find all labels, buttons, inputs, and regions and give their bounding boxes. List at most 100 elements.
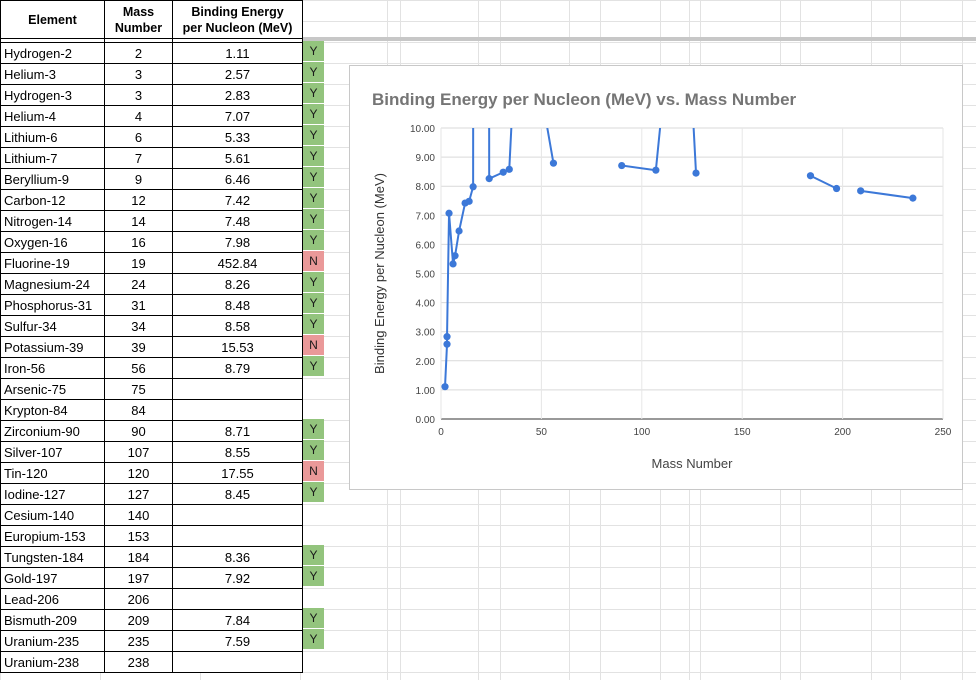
flag-yes-cell[interactable]: Y <box>303 209 324 229</box>
element-cell[interactable]: Phosphorus-31 <box>0 294 105 316</box>
flag-yes-cell[interactable]: Y <box>303 440 324 460</box>
element-cell[interactable]: Hydrogen-3 <box>0 84 105 106</box>
element-cell[interactable]: Helium-4 <box>0 105 105 127</box>
flag-yes-cell[interactable]: Y <box>303 629 324 649</box>
binding-energy-cell[interactable]: 7.92 <box>172 567 303 589</box>
chart[interactable]: Binding Energy per Nucleon (MeV) vs. Mas… <box>349 65 963 490</box>
flag-yes-cell[interactable]: Y <box>303 293 324 313</box>
mass-cell[interactable]: 16 <box>104 231 173 253</box>
element-cell[interactable]: Iron-56 <box>0 357 105 379</box>
mass-cell[interactable]: 14 <box>104 210 173 232</box>
mass-cell[interactable]: 2 <box>104 42 173 64</box>
element-cell[interactable]: Oxygen-16 <box>0 231 105 253</box>
element-cell[interactable]: Arsenic-75 <box>0 378 105 400</box>
binding-energy-cell[interactable]: 2.83 <box>172 84 303 106</box>
flag-yes-cell[interactable]: Y <box>303 146 324 166</box>
element-cell[interactable]: Potassium-39 <box>0 336 105 358</box>
binding-energy-cell[interactable]: 8.55 <box>172 441 303 463</box>
mass-cell[interactable]: 34 <box>104 315 173 337</box>
mass-cell[interactable]: 90 <box>104 420 173 442</box>
mass-cell[interactable]: 7 <box>104 147 173 169</box>
flag-yes-cell[interactable]: Y <box>303 545 324 565</box>
mass-cell[interactable]: 184 <box>104 546 173 568</box>
element-cell[interactable]: Beryllium-9 <box>0 168 105 190</box>
mass-cell[interactable]: 206 <box>104 588 173 610</box>
mass-cell[interactable]: 6 <box>104 126 173 148</box>
mass-cell[interactable]: 120 <box>104 462 173 484</box>
flag-yes-cell[interactable]: Y <box>303 419 324 439</box>
flag-yes-cell[interactable]: Y <box>303 125 324 145</box>
element-cell[interactable]: Tungsten-184 <box>0 546 105 568</box>
frozen-row-divider[interactable] <box>0 37 976 41</box>
header-element[interactable]: Element <box>0 0 105 39</box>
binding-energy-cell[interactable]: 2.57 <box>172 63 303 85</box>
mass-cell[interactable]: 197 <box>104 567 173 589</box>
element-cell[interactable]: Uranium-238 <box>0 651 105 673</box>
binding-energy-cell[interactable] <box>172 588 303 610</box>
mass-cell[interactable]: 24 <box>104 273 173 295</box>
element-cell[interactable]: Iodine-127 <box>0 483 105 505</box>
binding-energy-cell[interactable]: 8.58 <box>172 315 303 337</box>
binding-energy-cell[interactable]: 7.59 <box>172 630 303 652</box>
element-cell[interactable]: Sulfur-34 <box>0 315 105 337</box>
element-cell[interactable]: Carbon-12 <box>0 189 105 211</box>
flag-no-cell[interactable]: N <box>303 335 324 355</box>
binding-energy-cell[interactable]: 452.84 <box>172 252 303 274</box>
element-cell[interactable]: Europium-153 <box>0 525 105 547</box>
element-cell[interactable]: Nitrogen-14 <box>0 210 105 232</box>
flag-yes-cell[interactable]: Y <box>303 566 324 586</box>
mass-cell[interactable]: 209 <box>104 609 173 631</box>
element-cell[interactable]: Magnesium-24 <box>0 273 105 295</box>
flag-yes-cell[interactable]: Y <box>303 104 324 124</box>
binding-energy-cell[interactable]: 5.33 <box>172 126 303 148</box>
binding-energy-cell[interactable] <box>172 399 303 421</box>
binding-energy-cell[interactable] <box>172 378 303 400</box>
binding-energy-cell[interactable]: 17.55 <box>172 462 303 484</box>
binding-energy-cell[interactable]: 8.71 <box>172 420 303 442</box>
flag-yes-cell[interactable]: Y <box>303 62 324 82</box>
mass-cell[interactable]: 39 <box>104 336 173 358</box>
element-cell[interactable]: Hydrogen-2 <box>0 42 105 64</box>
element-cell[interactable]: Cesium-140 <box>0 504 105 526</box>
binding-energy-cell[interactable]: 8.26 <box>172 273 303 295</box>
mass-cell[interactable]: 140 <box>104 504 173 526</box>
element-cell[interactable]: Lithium-6 <box>0 126 105 148</box>
mass-cell[interactable]: 9 <box>104 168 173 190</box>
binding-energy-cell[interactable]: 7.98 <box>172 231 303 253</box>
binding-energy-cell[interactable] <box>172 504 303 526</box>
flag-yes-cell[interactable]: Y <box>303 272 324 292</box>
mass-cell[interactable]: 19 <box>104 252 173 274</box>
flag-yes-cell[interactable]: Y <box>303 167 324 187</box>
binding-energy-cell[interactable]: 7.48 <box>172 210 303 232</box>
mass-cell[interactable]: 127 <box>104 483 173 505</box>
binding-energy-cell[interactable]: 1.11 <box>172 42 303 64</box>
element-cell[interactable]: Helium-3 <box>0 63 105 85</box>
element-cell[interactable]: Uranium-235 <box>0 630 105 652</box>
element-cell[interactable]: Zirconium-90 <box>0 420 105 442</box>
element-cell[interactable]: Silver-107 <box>0 441 105 463</box>
element-cell[interactable]: Lead-206 <box>0 588 105 610</box>
element-cell[interactable]: Tin-120 <box>0 462 105 484</box>
binding-energy-cell[interactable]: 7.84 <box>172 609 303 631</box>
flag-yes-cell[interactable]: Y <box>303 188 324 208</box>
mass-cell[interactable]: 75 <box>104 378 173 400</box>
flag-yes-cell[interactable]: Y <box>303 356 324 376</box>
flag-yes-cell[interactable]: Y <box>303 314 324 334</box>
header-binding-energy[interactable]: Binding Energy per Nucleon (MeV) <box>172 0 303 39</box>
flag-yes-cell[interactable]: Y <box>303 608 324 628</box>
flag-yes-cell[interactable]: Y <box>303 482 324 502</box>
binding-energy-cell[interactable]: 8.48 <box>172 294 303 316</box>
binding-energy-cell[interactable]: 7.07 <box>172 105 303 127</box>
element-cell[interactable]: Krypton-84 <box>0 399 105 421</box>
element-cell[interactable]: Bismuth-209 <box>0 609 105 631</box>
mass-cell[interactable]: 235 <box>104 630 173 652</box>
element-cell[interactable]: Fluorine-19 <box>0 252 105 274</box>
mass-cell[interactable]: 12 <box>104 189 173 211</box>
binding-energy-cell[interactable]: 8.79 <box>172 357 303 379</box>
element-cell[interactable]: Gold-197 <box>0 567 105 589</box>
binding-energy-cell[interactable]: 7.42 <box>172 189 303 211</box>
binding-energy-cell[interactable]: 8.36 <box>172 546 303 568</box>
header-mass-number[interactable]: Mass Number <box>104 0 173 39</box>
binding-energy-cell[interactable]: 8.45 <box>172 483 303 505</box>
mass-cell[interactable]: 84 <box>104 399 173 421</box>
